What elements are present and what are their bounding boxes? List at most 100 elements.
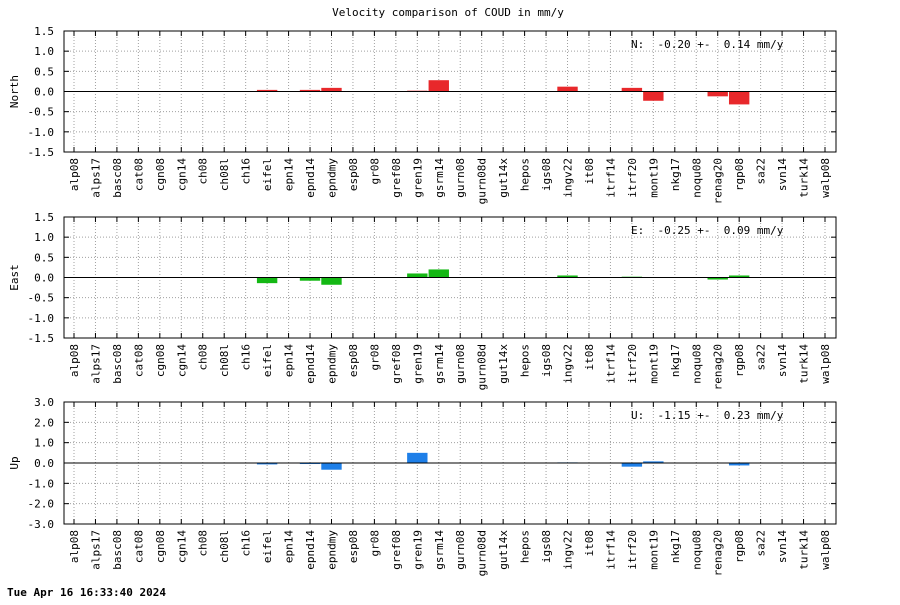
y-tick-label: -1.0 [28, 477, 55, 490]
x-tick-label: epndmy [325, 344, 338, 384]
x-tick-label: basc08 [111, 344, 124, 384]
x-tick-label: basc08 [111, 158, 124, 198]
y-tick-label: 0.5 [34, 251, 54, 264]
bar-mont19 [643, 91, 664, 101]
x-tick-label: alps17 [89, 344, 102, 384]
x-tick-label: sa22 [755, 158, 768, 185]
x-tick-label: svn14 [776, 530, 789, 563]
x-tick-label: noqu08 [690, 530, 703, 570]
x-tick-label: igs08 [540, 344, 553, 377]
x-tick-label: itrf14 [604, 158, 617, 198]
x-tick-label: hepos [519, 344, 532, 377]
stats-annotation: E: -0.25 +- 0.09 mm/y [631, 224, 784, 237]
bar-eifel [256, 277, 278, 284]
bar-rgp08 [728, 91, 750, 105]
x-tick-label: gren19 [411, 158, 424, 198]
y-tick-label: -1.0 [28, 126, 55, 139]
y-tick-label: 1.0 [34, 45, 54, 58]
x-tick-label: itrf20 [626, 158, 639, 198]
bar-epndmy [321, 277, 342, 285]
bar-mont19 [643, 461, 664, 463]
y-tick-label: 0.0 [34, 86, 54, 99]
x-tick-label: gsrm14 [433, 530, 446, 570]
y-tick-label: 2.0 [34, 416, 54, 429]
x-tick-label: alp08 [68, 344, 81, 377]
y-tick-label: -0.5 [28, 106, 55, 119]
x-tick-label: gref08 [390, 344, 403, 384]
x-tick-label: esp08 [347, 530, 360, 563]
x-tick-label: epndmy [325, 530, 338, 570]
x-tick-label: ingv22 [562, 344, 575, 384]
x-tick-label: gurn08 [454, 530, 467, 570]
x-tick-label: svn14 [776, 344, 789, 377]
x-tick-label: ch08l [218, 344, 231, 377]
x-tick-label: itrf14 [604, 344, 617, 384]
x-tick-label: nkg17 [669, 530, 682, 563]
x-tick-label: alps17 [89, 530, 102, 570]
x-tick-label: esp08 [347, 158, 360, 191]
x-tick-label: gurn08d [476, 530, 489, 576]
y-tick-label: 3.0 [34, 396, 54, 409]
x-tick-label: eifel [261, 344, 274, 377]
x-tick-label: turk14 [798, 530, 811, 570]
x-tick-label: epnd14 [304, 344, 317, 384]
y-tick-label: 0.0 [34, 272, 54, 285]
x-tick-label: hepos [519, 530, 532, 563]
x-tick-label: eifel [261, 530, 274, 563]
x-tick-label: sa22 [755, 344, 768, 371]
bar-gren19 [407, 273, 428, 278]
x-tick-label: epn14 [283, 530, 296, 563]
x-tick-label: cat08 [132, 158, 145, 191]
timestamp-footer: Tue Apr 16 16:33:40 2024 [7, 586, 166, 599]
bar-epnd14 [299, 277, 321, 281]
panel-north: -1.5 -1.0 -0.5 0.0 0.5 1.0 1.5 alp08 alps17 basc0… [8, 25, 837, 204]
x-tick-label: mont19 [647, 530, 660, 570]
stats-annotation: U: -1.15 +- 0.23 mm/y [631, 409, 784, 422]
y-tick-label: 1.5 [34, 25, 54, 38]
bar-gsrm14 [428, 80, 449, 92]
y-tick-label: -1.0 [28, 312, 55, 325]
y-tick-label: -1.5 [28, 332, 55, 345]
x-tick-label: nkg17 [669, 344, 682, 377]
x-tick-label: cgn08 [154, 344, 167, 377]
x-tick-label: basc08 [111, 530, 124, 570]
x-tick-label: cat08 [132, 530, 145, 563]
x-tick-label: renag20 [712, 158, 725, 204]
bar-epnd14 [299, 89, 321, 92]
bar-eifel [256, 89, 278, 92]
x-tick-label: itrf20 [626, 530, 639, 570]
y-axis-label: Up [8, 456, 21, 469]
x-tick-label: alps17 [89, 158, 102, 198]
y-tick-label: -2.0 [28, 498, 55, 511]
y-tick-label: -3.0 [28, 518, 55, 531]
x-tick-label: it08 [583, 344, 596, 371]
x-tick-label: gurn08 [454, 344, 467, 384]
x-tick-label: ch08 [197, 530, 210, 557]
bar-rgp08 [728, 463, 750, 466]
stats-annotation: N: -0.20 +- 0.14 mm/y [631, 38, 784, 51]
x-tick-label: renag20 [712, 530, 725, 576]
x-tick-label: alp08 [68, 530, 81, 563]
x-tick-label: epnd14 [304, 530, 317, 570]
y-axis-label: North [8, 75, 21, 108]
x-tick-label: ingv22 [562, 158, 575, 198]
x-tick-label: walp08 [819, 530, 832, 570]
bar-rgp08 [728, 275, 750, 278]
bar-epndmy [321, 87, 342, 92]
x-tick-label: ch08l [218, 158, 231, 191]
bar-ingv22 [557, 86, 578, 92]
x-tick-label: nkg17 [669, 158, 682, 191]
x-tick-label: rgp08 [733, 158, 746, 191]
y-tick-label: 1.0 [34, 231, 54, 244]
x-tick-label: mont19 [647, 344, 660, 384]
x-tick-label: gut14x [497, 530, 510, 570]
x-tick-label: ch08 [197, 344, 210, 371]
x-tick-label: igs08 [540, 530, 553, 563]
x-tick-label: walp08 [819, 158, 832, 198]
x-tick-label: gr08 [368, 530, 381, 557]
x-tick-label: rgp08 [733, 530, 746, 563]
x-tick-label: cgn14 [175, 530, 188, 563]
x-tick-label: cgn14 [175, 158, 188, 191]
x-tick-label: eifel [261, 158, 274, 191]
bar-gren19 [407, 452, 428, 463]
